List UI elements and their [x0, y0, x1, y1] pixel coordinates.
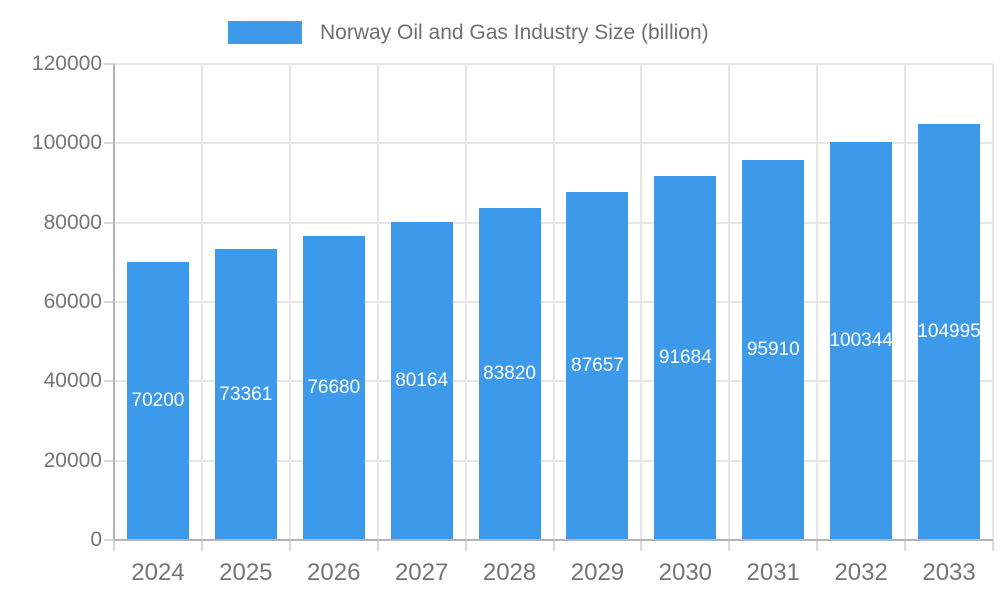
- plot-area: 70200 73361 76680 80164 83820 87657 91684 95910…: [113, 63, 994, 541]
- x-axis-tick: [376, 540, 379, 551]
- v-gridline: [992, 64, 994, 540]
- bar-2031[interactable]: 95910: [742, 159, 805, 540]
- bar-2028[interactable]: 83820: [478, 207, 541, 540]
- x-axis-line: [114, 539, 993, 541]
- y-axis-tick-label: 60000: [43, 290, 102, 313]
- y-axis-tick-label: 100000: [31, 131, 102, 155]
- x-axis-tick-label: 2024: [131, 559, 185, 586]
- v-gridline: [640, 64, 643, 540]
- y-axis-tick: [104, 221, 114, 224]
- v-gridline: [816, 64, 819, 540]
- y-axis-tick-label: 0: [90, 528, 102, 551]
- bar-2025[interactable]: 73361: [214, 249, 277, 540]
- x-axis-tick-label: 2028: [482, 559, 537, 586]
- y-axis-tick: [104, 380, 114, 383]
- bar-value-label: 80164: [395, 370, 449, 392]
- bar-value-label: 87657: [571, 355, 624, 377]
- bar-2029[interactable]: 87657: [566, 192, 629, 540]
- y-axis-tick: [104, 142, 114, 145]
- bar-value-label: 104995: [918, 320, 981, 342]
- y-axis-line: [113, 64, 115, 540]
- v-gridline: [552, 64, 555, 540]
- bar-2026[interactable]: 76680: [302, 235, 365, 540]
- bar-value-label: 73361: [219, 383, 273, 405]
- y-axis-tick-label: 40000: [43, 369, 102, 393]
- x-axis-tick: [552, 540, 555, 551]
- y-axis-tick-label: 80000: [43, 210, 102, 234]
- bar-2033[interactable]: 104995: [918, 123, 981, 540]
- v-gridline: [200, 64, 203, 540]
- x-axis-tick-label: 2032: [834, 559, 888, 586]
- bar-value-label: 70200: [131, 389, 185, 411]
- x-axis-tick: [288, 540, 291, 551]
- bar-value-label: 95910: [746, 338, 800, 360]
- x-axis-tick: [113, 540, 115, 551]
- y-axis-tick: [104, 459, 114, 462]
- x-axis-tick-label: 2033: [922, 559, 976, 586]
- y-axis-tick: [104, 539, 114, 541]
- y-axis-tick: [104, 301, 114, 303]
- v-gridline: [904, 64, 907, 540]
- x-axis-tick-label: 2026: [307, 559, 361, 586]
- bar-value-label: 76680: [307, 376, 361, 398]
- v-gridline: [376, 64, 379, 540]
- bar-2027[interactable]: 80164: [390, 222, 453, 540]
- x-axis-tick: [728, 540, 731, 551]
- x-axis-tick: [992, 540, 994, 551]
- x-axis-tick: [200, 540, 203, 551]
- bar-value-label: 83820: [483, 362, 536, 384]
- bar-2030[interactable]: 91684: [654, 176, 717, 540]
- x-axis-tick-label: 2027: [394, 559, 449, 586]
- x-axis-tick-label: 2025: [219, 559, 273, 586]
- v-gridline: [464, 64, 467, 540]
- x-axis-tick-label: 2031: [746, 559, 800, 586]
- bar-value-label: 91684: [658, 347, 712, 369]
- legend-item[interactable]: Norway Oil and Gas Industry Size (billio…: [228, 21, 709, 44]
- v-gridline: [728, 64, 731, 540]
- bar-2024[interactable]: 70200: [126, 261, 189, 540]
- x-axis-tick: [904, 540, 907, 551]
- x-axis-tick: [816, 540, 819, 551]
- bar-value-label: 100344: [830, 329, 893, 351]
- y-axis-tick-label: 20000: [43, 448, 102, 472]
- legend-label: Norway Oil and Gas Industry Size (billio…: [320, 21, 709, 44]
- x-axis-tick-label: 2029: [570, 559, 625, 586]
- bar-2032[interactable]: 100344: [830, 141, 893, 540]
- legend-swatch: [228, 21, 302, 44]
- y-axis-tick: [104, 63, 114, 65]
- x-axis-tick: [464, 540, 467, 551]
- x-axis-tick-label: 2030: [658, 559, 713, 586]
- v-gridline: [288, 64, 291, 540]
- y-axis-tick-label: 120000: [31, 52, 102, 75]
- x-axis-tick: [640, 540, 643, 551]
